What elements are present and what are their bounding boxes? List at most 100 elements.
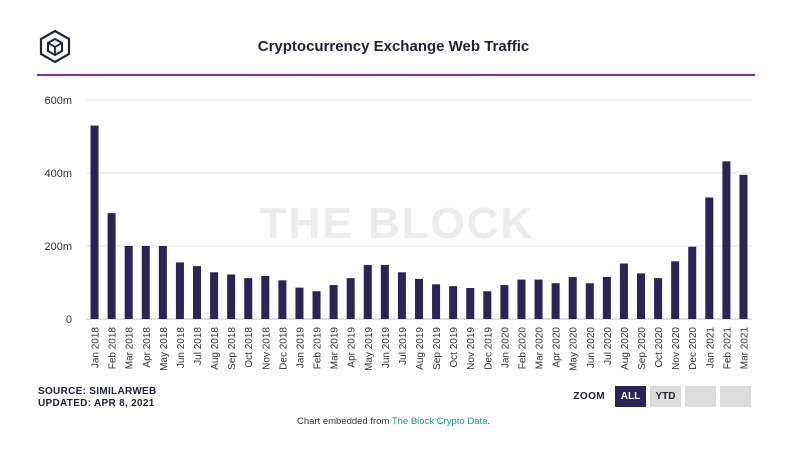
x-tick-label: Jan 2018	[91, 327, 102, 369]
y-tick-label: 400m	[44, 168, 72, 180]
x-tick-label: Apr 2019	[347, 327, 358, 368]
x-tick-label: Oct 2018	[244, 327, 255, 368]
bar[interactable]	[654, 278, 663, 319]
bar[interactable]	[739, 174, 748, 319]
x-tick-label: Feb 2021	[722, 327, 733, 370]
x-tick-label: Nov 2020	[671, 327, 682, 370]
x-tick-label: Nov 2018	[261, 327, 272, 370]
x-tick-label: Feb 2019	[313, 327, 324, 370]
bar[interactable]	[483, 291, 492, 319]
bar[interactable]	[107, 213, 116, 319]
zoom-all-button[interactable]: ALL	[615, 386, 646, 407]
bar[interactable]	[517, 279, 526, 319]
x-tick-label: Dec 2020	[688, 327, 699, 370]
x-tick-label: Jul 2020	[603, 327, 614, 365]
x-tick-label: Jun 2019	[381, 327, 392, 369]
bar[interactable]	[90, 125, 99, 319]
bar[interactable]	[671, 261, 680, 319]
the-block-data-link[interactable]: The Block Crypto Data	[391, 416, 488, 427]
bar[interactable]	[192, 266, 202, 319]
bar[interactable]	[551, 283, 560, 319]
source-info: SOURCE: SIMILARWEB UPDATED: APR 8, 2021	[38, 386, 157, 410]
bar[interactable]	[585, 283, 594, 319]
x-tick-label: Nov 2019	[466, 327, 477, 370]
embed-prefix: Chart embedded from	[296, 416, 392, 427]
x-tick-label: Jun 2020	[586, 327, 597, 369]
x-tick-label: Feb 2018	[108, 327, 119, 370]
x-tick-label: Jan 2020	[500, 327, 511, 369]
bar[interactable]	[380, 264, 389, 319]
x-tick-label: May 2019	[364, 327, 375, 371]
x-tick-label: Sep 2018	[227, 327, 238, 370]
bar[interactable]	[500, 285, 509, 319]
x-tick-label: Dec 2018	[278, 327, 289, 370]
x-tick-label: Aug 2018	[210, 327, 221, 370]
bar[interactable]	[158, 246, 167, 319]
x-tick-label: Mar 2019	[330, 327, 341, 370]
bar[interactable]	[278, 280, 287, 319]
the-block-logo-icon	[39, 29, 71, 64]
bar[interactable]	[363, 264, 372, 319]
y-tick-label: 600m	[44, 95, 72, 107]
x-tick-label: May 2020	[569, 327, 580, 371]
updated-text: UPDATED: APR 8, 2021	[38, 398, 155, 409]
x-tick-label: Sep 2020	[637, 327, 648, 370]
zoom-controls: ZOOM ALL YTD	[573, 386, 751, 407]
zoom-ytd-button[interactable]: YTD	[650, 386, 681, 407]
zoom-label: ZOOM	[573, 391, 605, 402]
bar[interactable]	[432, 284, 441, 319]
y-tick-label: 200m	[44, 241, 72, 253]
x-tick-label: Sep 2019	[432, 327, 443, 370]
x-tick-label: Jul 2019	[398, 327, 409, 365]
x-tick-label: Jan 2019	[295, 327, 306, 369]
x-tick-label: Aug 2019	[415, 327, 426, 370]
zoom-option-button-4[interactable]	[720, 386, 751, 407]
x-tick-label: Oct 2020	[654, 327, 665, 368]
bar[interactable]	[141, 246, 150, 319]
bar[interactable]	[346, 278, 355, 319]
x-tick-label: Apr 2020	[552, 327, 563, 368]
bar[interactable]	[568, 277, 577, 319]
bar[interactable]	[210, 272, 219, 319]
bar[interactable]	[449, 286, 458, 319]
source-text: SOURCE: SIMILARWEB	[38, 386, 157, 397]
bar[interactable]	[636, 273, 646, 319]
embed-credit: Chart embedded from The Block Crypto Dat…	[0, 416, 787, 427]
x-tick-label: Jan 2021	[705, 327, 716, 369]
x-tick-label: Dec 2019	[483, 327, 494, 370]
x-tick-label: Jun 2018	[176, 327, 187, 369]
bar[interactable]	[312, 291, 321, 319]
bar[interactable]	[175, 262, 184, 319]
bar[interactable]	[244, 278, 253, 319]
bar-chart: THE BLOCK 0 200m 400m 600m Jan 2018 Feb 2018…	[44, 95, 752, 371]
bar[interactable]	[705, 197, 714, 319]
bar[interactable]	[397, 272, 406, 319]
bar[interactable]	[534, 279, 543, 319]
x-tick-label: Jul 2018	[193, 327, 204, 365]
bar[interactable]	[261, 275, 270, 319]
x-tick-label: Feb 2020	[517, 327, 528, 370]
zoom-option-button-3[interactable]	[685, 386, 716, 407]
bar[interactable]	[619, 263, 628, 319]
bar[interactable]	[466, 287, 475, 319]
embed-suffix: .	[487, 416, 491, 427]
x-tick-label: Mar 2018	[125, 327, 136, 370]
watermark-text: THE BLOCK	[260, 199, 535, 248]
x-tick-label: Oct 2019	[449, 327, 460, 368]
x-tick-label: Mar 2021	[739, 327, 750, 370]
chart-title: Cryptocurrency Exchange Web Traffic	[257, 38, 530, 55]
x-tick-label: Aug 2020	[620, 327, 631, 370]
bar[interactable]	[329, 285, 338, 319]
bar[interactable]	[722, 161, 731, 319]
bar[interactable]	[295, 287, 304, 319]
bar[interactable]	[124, 246, 133, 319]
y-tick-label: 0	[66, 314, 72, 326]
title-divider	[37, 74, 755, 76]
x-tick-label: Apr 2018	[142, 327, 153, 368]
bar[interactable]	[688, 246, 697, 319]
x-tick-label: Mar 2020	[535, 327, 546, 370]
bar[interactable]	[227, 274, 236, 319]
bar[interactable]	[414, 278, 424, 319]
bar[interactable]	[602, 277, 611, 319]
x-tick-label: May 2018	[159, 327, 170, 371]
